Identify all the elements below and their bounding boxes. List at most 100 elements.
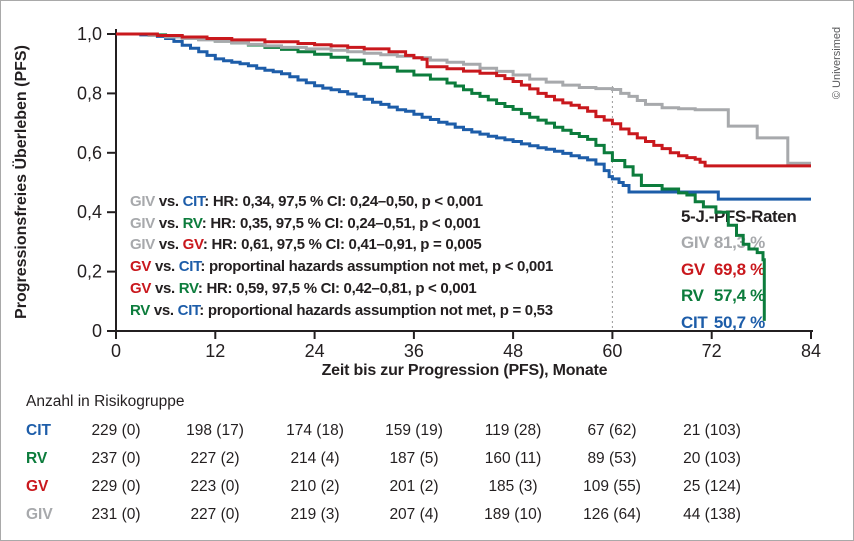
risk-cell: 187 (5) <box>389 450 439 467</box>
risk-cell: 109 (55) <box>583 478 641 495</box>
risk-cell: 219 (3) <box>290 506 340 523</box>
stat-line: GIV vs. CIT: HR: 0,34, 97,5 % CI: 0,24–0… <box>130 191 553 213</box>
group-label-gv: GV <box>130 258 152 276</box>
risk-row-label-cit: CIT <box>26 422 51 439</box>
risk-cell: 223 (0) <box>190 478 240 495</box>
risk-cell: 126 (64) <box>583 506 641 523</box>
y-tick-label: 0,2 <box>77 262 102 282</box>
risk-cell: 160 (11) <box>484 450 542 467</box>
y-tick-label: 0,6 <box>77 143 102 163</box>
vs-text: vs. <box>154 193 183 210</box>
vs-text: vs. <box>151 279 179 297</box>
risk-cell: 174 (18) <box>286 422 344 439</box>
x-tick-label: 72 <box>702 341 722 361</box>
group-label-cit: CIT <box>178 258 201 276</box>
risk-cell: 20 (103) <box>683 450 741 467</box>
group-label-cit: CIT <box>182 193 205 210</box>
stat-text: : HR: 0,59, 97,5 % CI: 0,42–0,81, p < 0,… <box>197 279 477 297</box>
risk-row-label-gv: GV <box>26 478 49 495</box>
x-tick-label: 12 <box>205 341 225 361</box>
group-label-rv: RV <box>182 214 202 232</box>
risk-cell: 67 (62) <box>587 422 637 439</box>
risk-table-title: Anzahl in Risikogruppe <box>26 393 185 410</box>
group-label-giv: GIV <box>130 214 155 232</box>
x-tick-label: 48 <box>503 341 523 361</box>
x-tick-label: 24 <box>305 341 325 361</box>
x-tick-label: 60 <box>602 341 622 361</box>
km-curve-gv <box>116 32 811 168</box>
risk-cell: 198 (17) <box>186 422 244 439</box>
x-tick-label: 0 <box>111 341 121 361</box>
rate-row-value: 69,8 % <box>713 259 765 279</box>
rate-row-label: GIV <box>681 233 710 252</box>
stat-line: GIV vs. RV: HR: 0,35, 97,5 % CI: 0,24–0,… <box>130 213 553 235</box>
risk-cell: 214 (4) <box>290 450 340 467</box>
stat-text: : HR: 0,61, 97,5 % CI: 0,41–0,91, p = 0,… <box>202 236 482 254</box>
km-curve-cit <box>116 32 811 201</box>
rate-legend-rows: GIV 81,3 % GV 69,8 % RV 57,4 % CIT 50,7 % <box>681 230 765 336</box>
stat-line: GIV vs. GV: HR: 0,61, 97,5 % CI: 0,41–0,… <box>130 234 553 256</box>
risk-cell: 229 (0) <box>91 478 141 495</box>
risk-cell: 229 (0) <box>91 422 141 439</box>
group-label-giv: GIV <box>130 236 155 254</box>
rate-row-label: GV <box>681 259 705 279</box>
x-axis-title: Zeit bis zur Progression (PFS), Monate <box>321 362 608 379</box>
rate-row-cit: CIT 50,7 % <box>681 310 765 337</box>
vs-text: vs. <box>154 236 183 254</box>
stats-annotation: GIV vs. CIT: HR: 0,34, 97,5 % CI: 0,24–0… <box>130 191 553 321</box>
group-label-rv: RV <box>178 279 198 297</box>
risk-cell: 189 (10) <box>484 506 542 523</box>
y-tick-label: 0,4 <box>77 202 102 222</box>
risk-cell: 231 (0) <box>91 506 141 523</box>
risk-cell: 89 (53) <box>587 450 637 467</box>
risk-cell: 227 (2) <box>190 450 240 467</box>
y-tick-label: 0,8 <box>77 83 102 103</box>
stat-text: : proportional hazards assumption not me… <box>199 301 553 319</box>
vs-text: vs. <box>151 258 179 276</box>
risk-cell: 237 (0) <box>91 450 141 467</box>
km-curve-rv <box>116 32 766 321</box>
risk-cell: 21 (103) <box>683 422 741 439</box>
vs-text: vs. <box>154 214 183 232</box>
group-label-gv: GV <box>182 236 204 254</box>
y-tick-label: 1,0 <box>77 24 102 44</box>
stat-text: : proportinal hazards assumption not met… <box>200 258 554 276</box>
stat-line: GV vs. CIT: proportinal hazards assumpti… <box>130 256 553 278</box>
km-curve-giv <box>116 32 811 165</box>
km-chart-svg: 0 0,2 0,4 0,6 0,8 1,0 0 12 24 36 48 60 72 84 <box>77 24 821 361</box>
stat-line: GV vs. RV: HR: 0,59, 97,5 % CI: 0,42–0,8… <box>130 278 553 300</box>
rate-row-gv: GV 69,8 % <box>681 257 765 284</box>
vs-text: vs. <box>149 301 178 319</box>
risk-cell: 25 (124) <box>683 478 741 495</box>
rate-row-label: CIT <box>681 312 708 332</box>
group-label-gv: GV <box>130 279 152 297</box>
stat-text: : HR: 0,34, 97,5 % CI: 0,24–0,50, p < 0,… <box>204 193 483 210</box>
rate-row-giv: GIV 81,3 % <box>681 230 765 257</box>
risk-cell: 159 (19) <box>385 422 443 439</box>
rate-row-value: 81,3 % <box>713 233 765 252</box>
stat-text: : HR: 0,35, 97,5 % CI: 0,24–0,51, p < 0,… <box>201 214 481 232</box>
rate-row-value: 50,7 % <box>713 312 765 332</box>
stat-line: RV vs. CIT: proportional hazards assumpt… <box>130 300 553 322</box>
group-label-giv: GIV <box>130 193 155 210</box>
x-tick-label: 36 <box>404 341 424 361</box>
risk-cell: 201 (2) <box>389 478 439 495</box>
risk-cell: 119 (28) <box>484 422 542 439</box>
group-label-rv: RV <box>130 301 150 319</box>
risk-cell: 185 (3) <box>488 478 538 495</box>
x-tick-label: 84 <box>801 341 821 361</box>
group-label-cit: CIT <box>177 301 200 319</box>
rate-row-rv: RV 57,4 % <box>681 283 765 310</box>
y-tick-label: 0 <box>92 321 102 341</box>
axis-lines <box>115 29 813 332</box>
risk-row-label-rv: RV <box>26 450 48 467</box>
risk-row-label-giv: GIV <box>26 506 53 523</box>
risk-cell: 44 (138) <box>683 506 741 523</box>
risk-cell: 210 (2) <box>290 478 340 495</box>
rate-row-label: RV <box>681 286 704 305</box>
risk-cell: 207 (4) <box>389 506 439 523</box>
rate-row-value: 57,4 % <box>713 286 765 305</box>
risk-cell: 227 (0) <box>190 506 240 523</box>
